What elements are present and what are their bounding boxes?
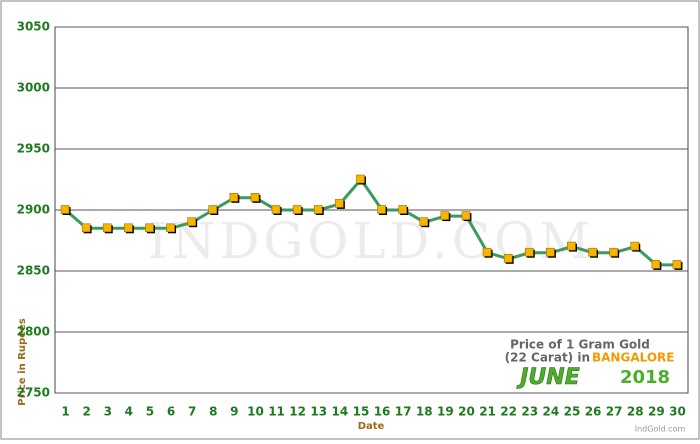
- marker: [356, 174, 365, 184]
- marker: [250, 193, 260, 202]
- x-tick-label: 16: [374, 405, 391, 419]
- marker: [651, 260, 661, 269]
- credit: IndGold.com: [635, 425, 686, 434]
- x-tick-label: 7: [188, 405, 196, 419]
- watermark: INDGOLD.COM: [148, 212, 594, 270]
- marker: [482, 247, 492, 257]
- marker: [630, 241, 640, 251]
- annotation-month: JUNE: [516, 365, 580, 390]
- x-tick-label: 18: [416, 405, 433, 419]
- marker: [419, 217, 429, 226]
- annotation-city: BANGALORE: [592, 351, 674, 365]
- marker: [208, 205, 218, 214]
- marker: [187, 217, 196, 226]
- y-axis-label: Price in Rupees: [17, 318, 28, 405]
- x-tick-label: 12: [289, 405, 306, 419]
- x-tick-label: 30: [669, 405, 686, 419]
- x-tick-label: 23: [521, 405, 538, 419]
- x-tick-label: 28: [627, 405, 644, 419]
- marker: [60, 205, 70, 214]
- marker: [524, 247, 534, 257]
- annotation-line: Price of 1 Gram Gold: [510, 338, 650, 352]
- annotation-year: 2018: [620, 367, 670, 388]
- marker: [102, 223, 112, 233]
- annotation-line: (22 Carat) in: [505, 351, 590, 365]
- y-tick-label: 3050: [17, 20, 50, 34]
- x-tick-label: 3: [104, 405, 112, 419]
- marker: [166, 223, 175, 233]
- marker: [461, 211, 471, 220]
- x-tick-label: 4: [125, 405, 133, 419]
- y-tick-label: 3000: [17, 81, 50, 95]
- marker: [546, 247, 555, 257]
- x-tick-label: 29: [648, 405, 665, 419]
- marker: [567, 241, 576, 251]
- x-tick-label: 13: [310, 405, 327, 419]
- marker: [503, 254, 513, 263]
- x-tick-label: 6: [167, 405, 175, 419]
- x-tick-label: 17: [395, 405, 412, 419]
- x-tick-label: 2: [82, 405, 90, 419]
- x-tick-label: 14: [331, 405, 348, 419]
- marker: [229, 193, 239, 202]
- x-tick-label: 10: [247, 405, 264, 419]
- x-tick-label: 20: [458, 405, 475, 419]
- x-tick-label: 21: [479, 405, 496, 419]
- y-tick-label: 2900: [17, 203, 50, 217]
- marker: [313, 205, 323, 214]
- marker: [377, 205, 386, 214]
- x-tick-label: 15: [353, 405, 370, 419]
- marker: [271, 205, 281, 214]
- y-tick-label: 2800: [17, 325, 50, 339]
- marker: [398, 205, 407, 214]
- annotation-box: [492, 336, 687, 392]
- marker: [588, 247, 597, 257]
- x-tick-label: 25: [564, 405, 581, 419]
- x-tick-label: 22: [500, 405, 517, 419]
- marker: [81, 223, 91, 233]
- y-tick-label: 2850: [17, 264, 50, 278]
- x-axis-label: Date: [358, 421, 385, 432]
- y-tick-label: 2750: [17, 386, 50, 400]
- marker: [145, 223, 154, 233]
- marker: [335, 199, 344, 208]
- marker: [440, 211, 450, 220]
- marker: [672, 260, 682, 269]
- x-tick-label: 5: [146, 405, 154, 419]
- x-tick-label: 8: [209, 405, 217, 419]
- marker: [292, 205, 302, 214]
- x-tick-label: 24: [542, 405, 559, 419]
- x-tick-label: 26: [585, 405, 602, 419]
- x-tick-label: 9: [230, 405, 238, 419]
- x-tick-label: 1: [61, 405, 69, 419]
- x-tick-label: 19: [437, 405, 454, 419]
- marker: [124, 223, 133, 233]
- y-tick-label: 2950: [17, 142, 50, 156]
- x-tick-label: 27: [606, 405, 623, 419]
- x-tick-label: 11: [268, 405, 285, 419]
- marker: [609, 247, 618, 257]
